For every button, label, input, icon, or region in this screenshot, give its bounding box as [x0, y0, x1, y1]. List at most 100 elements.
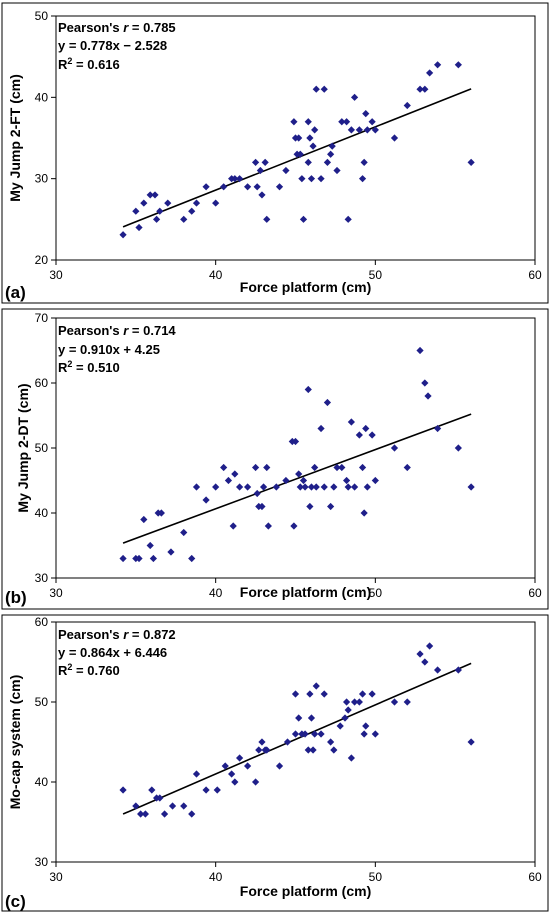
- data-point: [390, 698, 399, 706]
- data-point: [371, 730, 379, 738]
- data-point: [151, 191, 159, 199]
- y-tick-label: 30: [35, 855, 49, 869]
- data-point: [306, 502, 314, 511]
- pearson-value: = 0.785: [128, 20, 175, 35]
- data-point: [323, 158, 332, 166]
- y-tick-label: 60: [35, 376, 49, 390]
- data-point: [236, 754, 244, 762]
- plot-area: [55, 317, 536, 579]
- panel-frame: [1, 614, 549, 912]
- data-point: [132, 802, 140, 810]
- data-point: [202, 786, 210, 794]
- pearson-prefix: Pearson's: [58, 20, 123, 35]
- y-axis-title: Mo-cap system (cm): [7, 675, 23, 810]
- data-point: [311, 126, 319, 134]
- data-point: [434, 666, 442, 674]
- data-point: [317, 730, 325, 738]
- data-point: [188, 810, 196, 818]
- data-point: [220, 183, 228, 191]
- plot-area: [55, 621, 536, 863]
- r2-base: R: [58, 360, 68, 375]
- data-point: [244, 183, 252, 191]
- data-point: [304, 746, 312, 754]
- data-point: [212, 483, 220, 491]
- data-point: [156, 794, 164, 802]
- data-point: [320, 85, 328, 93]
- data-point: [327, 502, 335, 511]
- data-point: [231, 778, 239, 786]
- y-tick-label: 30: [35, 172, 49, 186]
- data-point: [328, 142, 336, 150]
- data-point: [350, 483, 359, 491]
- data-point: [360, 730, 368, 738]
- data-point: [312, 85, 320, 93]
- data-point: [231, 175, 239, 183]
- pearson-r-text: Pearson's r = 0.785: [58, 20, 176, 35]
- data-point: [344, 483, 352, 491]
- y-tick-label: 50: [35, 695, 49, 709]
- data-point: [251, 778, 260, 786]
- data-point: [347, 754, 355, 762]
- data-point: [358, 463, 367, 472]
- data-point: [467, 158, 475, 166]
- data-point: [306, 690, 314, 698]
- x-tick-label: 40: [209, 586, 223, 600]
- data-point: [307, 483, 316, 491]
- data-point: [224, 476, 233, 485]
- data-point: [355, 431, 363, 439]
- data-point: [350, 93, 359, 101]
- data-point: [180, 802, 188, 810]
- data-point: [344, 215, 352, 223]
- pearson-symbol: r: [123, 323, 129, 338]
- r2-base: R: [58, 57, 68, 72]
- data-point: [327, 738, 335, 746]
- data-point: [355, 698, 363, 706]
- data-point: [363, 126, 371, 134]
- data-point: [403, 463, 411, 472]
- x-axis-title: Force platform (cm): [240, 883, 371, 899]
- data-point: [263, 463, 271, 472]
- data-point: [264, 522, 272, 530]
- data-point: [338, 118, 346, 126]
- data-point: [296, 150, 304, 158]
- r2-base: R: [58, 663, 68, 678]
- r-squared-text: R2 = 0.760: [58, 662, 120, 678]
- pearson-prefix: Pearson's: [58, 323, 123, 338]
- y-tick-label: 30: [35, 571, 49, 585]
- regression-equation: y = 0.910x + 4.25: [58, 342, 160, 357]
- panel-3: 30 40 50 60 30 40 50 60 Force platform (cm) Mo-ca…: [1, 614, 549, 912]
- data-point: [355, 126, 363, 134]
- data-point: [231, 470, 239, 478]
- data-point: [256, 166, 264, 175]
- data-point: [454, 61, 462, 69]
- panel-frame: [1, 2, 549, 304]
- data-point: [140, 199, 148, 207]
- y-tick-label: 70: [35, 311, 49, 325]
- data-point: [363, 483, 371, 491]
- data-point: [213, 786, 221, 794]
- data-point: [350, 698, 359, 706]
- panel-2: 30 40 50 60 30 40 50 60 70 Force platform (cm) My …: [1, 308, 549, 610]
- data-point: [291, 730, 300, 738]
- pearson-value: = 0.714: [128, 323, 176, 338]
- data-point: [244, 483, 252, 491]
- data-point: [236, 175, 244, 183]
- regression-equation: y = 0.778x − 2.528: [58, 38, 167, 53]
- data-point: [426, 642, 434, 650]
- data-point: [119, 554, 127, 563]
- data-point: [137, 810, 145, 818]
- plot-area: [55, 15, 536, 261]
- data-point: [253, 183, 261, 191]
- data-point: [360, 509, 368, 517]
- data-point: [323, 398, 332, 407]
- x-tick-label: 60: [528, 870, 542, 884]
- data-point: [282, 166, 290, 175]
- data-point: [253, 489, 261, 498]
- data-point: [304, 118, 312, 126]
- data-point: [362, 722, 370, 730]
- x-tick-label: 50: [369, 586, 383, 600]
- data-point: [272, 483, 280, 491]
- data-point: [368, 118, 376, 126]
- data-point: [320, 690, 328, 698]
- data-point: [261, 158, 269, 166]
